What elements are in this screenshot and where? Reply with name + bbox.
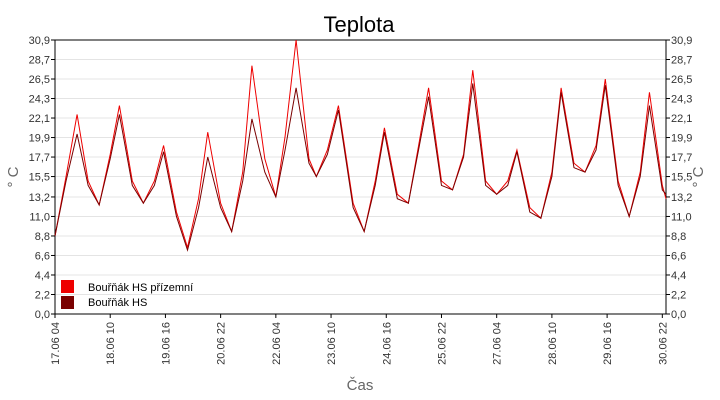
y-tick-label: 13,2: [29, 192, 50, 204]
series-line-1: [54, 83, 667, 252]
y-tick-label: 11,0: [29, 211, 50, 223]
x-tick-label: 30.06 22: [657, 322, 669, 365]
y-tick-label: 22,1: [29, 113, 50, 125]
y-axis-label-left: ° C: [5, 166, 22, 187]
y-tick-label: 17,7: [29, 152, 50, 164]
y-tick-label: 8,8: [671, 231, 686, 243]
y-tick-label: 13,2: [671, 192, 692, 204]
y-tick-label: 15,5: [671, 172, 692, 184]
y-tick-label: 26,5: [671, 74, 692, 86]
y-tick-label: 30,9: [671, 35, 692, 47]
y-tick-label: 28,7: [29, 55, 50, 67]
y-tick-label: 6,6: [35, 250, 50, 262]
y-tick-label: 26,5: [29, 74, 50, 86]
x-tick-label: 17.06 04: [50, 322, 62, 365]
x-tick-label: 25.06 22: [436, 322, 448, 365]
chart-title: Teplota: [324, 12, 396, 37]
y-axis-left: 0,0 2,2 4,4 6,6 8,8 11,0 13,2 15,5 17,7 19,9 22,1 2…: [29, 35, 55, 321]
legend: Bouřňák HS přízemní Bouřňák HS: [61, 280, 193, 309]
x-axis-label: Čas: [347, 377, 374, 394]
x-tick-label: 27.06 04: [492, 322, 504, 365]
y-tick-label: 2,2: [35, 289, 50, 301]
y-tick-label: 0,0: [671, 309, 686, 321]
y-tick-label: 30,9: [29, 35, 50, 47]
x-tick-label: 20.06 22: [216, 322, 228, 365]
y-axis-label-right: ° C: [690, 166, 707, 187]
y-tick-label: 19,9: [671, 133, 692, 145]
legend-swatch-hs: [61, 296, 74, 309]
y-tick-label: 4,4: [671, 270, 686, 282]
x-tick-label: 18.06 10: [105, 322, 117, 365]
legend-swatch-prizemni: [61, 280, 74, 293]
y-tick-label: 6,6: [671, 250, 686, 262]
x-tick-label: 19.06 16: [160, 322, 172, 365]
y-tick-label: 11,0: [671, 211, 692, 223]
y-tick-label: 15,5: [29, 172, 50, 184]
y-tick-label: 0,0: [35, 309, 50, 321]
y-tick-label: 24,3: [29, 94, 50, 106]
x-tick-label: 22.06 04: [271, 322, 283, 365]
y-tick-label: 28,7: [671, 55, 692, 67]
y-tick-label: 17,7: [671, 152, 692, 164]
x-tick-label: 24.06 16: [381, 322, 393, 365]
y-tick-label: 2,2: [671, 289, 686, 301]
y-tick-label: 22,1: [671, 113, 692, 125]
x-tick-label: 23.06 10: [326, 322, 338, 365]
y-tick-label: 4,4: [35, 270, 50, 282]
x-tick-label: 28.06 10: [547, 322, 559, 365]
x-axis: 17.06 04 18.06 10 19.06 16 20.06 22 22.06 04…: [50, 314, 669, 365]
series-layer: [54, 39, 667, 252]
y-axis-right: 0,0 2,2 4,4 6,6 8,8 11,0 13,2 15,5 17,7 19,9 22,1 2…: [666, 35, 692, 321]
y-tick-label: 8,8: [35, 231, 50, 243]
legend-label-hs: Bouřňák HS: [88, 297, 147, 309]
y-tick-label: 24,3: [671, 94, 692, 106]
x-tick-label: 29.06 16: [602, 322, 614, 365]
y-tick-label: 19,9: [29, 133, 50, 145]
grid: [55, 39, 666, 315]
legend-label-prizemni: Bouřňák HS přízemní: [88, 282, 193, 294]
